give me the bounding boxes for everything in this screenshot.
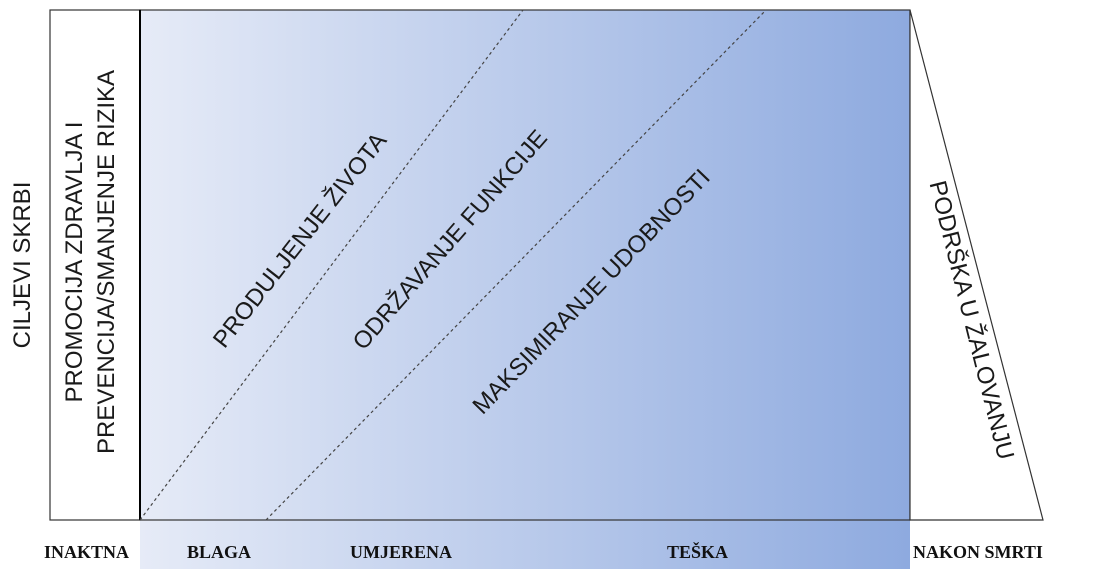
divider-function-comfort	[265, 9, 767, 521]
prevention-label-line1: PROMOCIJA ZDRAVLJA I	[61, 122, 88, 403]
prevention-column	[49, 9, 141, 521]
stage-label-after-death: NAKON SMRTI	[913, 542, 1043, 562]
divider-life-function	[139, 9, 524, 521]
care-goals-label: CILJEVI SKRBI	[9, 182, 36, 349]
stage-label-moderate: UMJERENA	[350, 542, 452, 562]
stage-label-inactive: INAKTNA	[44, 542, 129, 562]
bereavement-triangle	[909, 9, 1044, 521]
stage-label-severe: TEŠKA	[667, 541, 728, 562]
prevention-label-line2: PREVENCIJA/SMANJENJE RIZIKA	[93, 70, 120, 454]
stage-label-mild: BLAGA	[187, 542, 251, 562]
stage-strip-background	[140, 520, 910, 569]
illness-stage-area	[139, 9, 911, 521]
